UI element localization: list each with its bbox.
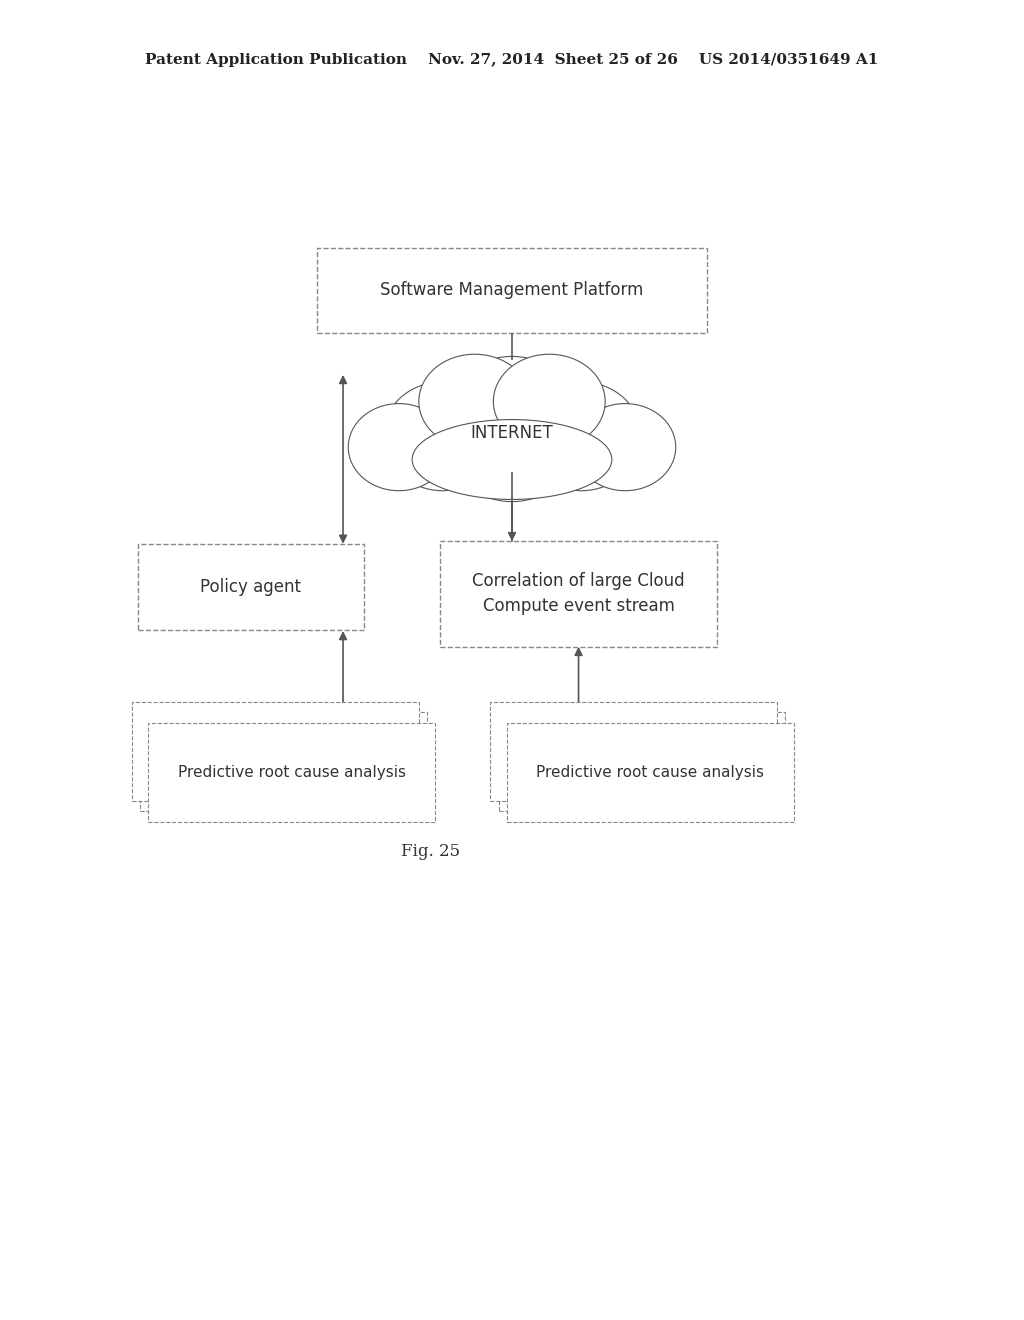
FancyBboxPatch shape: [440, 541, 717, 647]
Ellipse shape: [574, 404, 676, 491]
Text: Policy agent: Policy agent: [201, 578, 301, 597]
Text: Correlation of large Cloud
Compute event stream: Correlation of large Cloud Compute event…: [472, 573, 685, 615]
Text: Predictive root cause analysis: Predictive root cause analysis: [178, 764, 406, 780]
FancyBboxPatch shape: [507, 722, 794, 821]
Ellipse shape: [494, 354, 605, 449]
Ellipse shape: [438, 356, 586, 502]
FancyBboxPatch shape: [317, 248, 707, 333]
Text: Fig. 25: Fig. 25: [400, 843, 460, 859]
FancyBboxPatch shape: [140, 713, 427, 810]
FancyBboxPatch shape: [138, 544, 364, 630]
FancyBboxPatch shape: [499, 713, 785, 810]
Ellipse shape: [412, 420, 612, 499]
Text: Software Management Platform: Software Management Platform: [380, 281, 644, 300]
Text: INTERNET: INTERNET: [471, 424, 553, 442]
Ellipse shape: [383, 381, 503, 491]
Text: Predictive root cause analysis: Predictive root cause analysis: [537, 764, 764, 780]
Ellipse shape: [521, 381, 641, 491]
FancyBboxPatch shape: [490, 702, 777, 800]
FancyBboxPatch shape: [148, 722, 435, 821]
Ellipse shape: [419, 354, 530, 449]
Ellipse shape: [348, 404, 450, 491]
Text: Patent Application Publication    Nov. 27, 2014  Sheet 25 of 26    US 2014/03516: Patent Application Publication Nov. 27, …: [145, 53, 879, 67]
FancyBboxPatch shape: [132, 702, 419, 800]
